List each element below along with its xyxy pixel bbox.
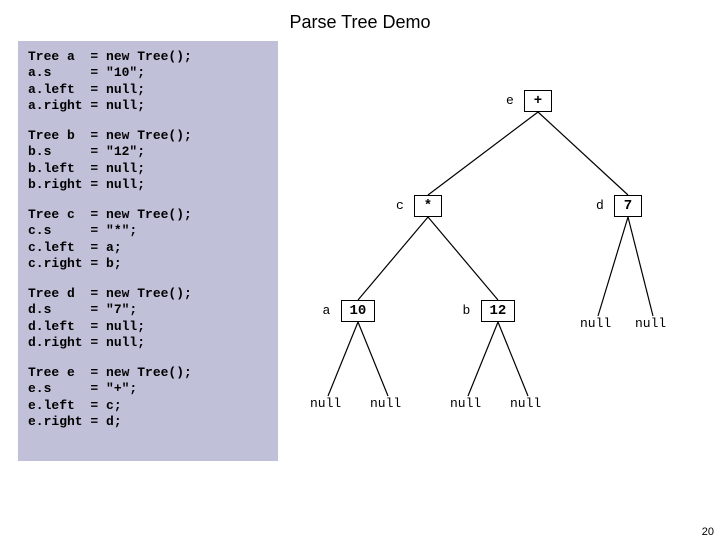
tree-node-label-a: a [323,303,331,318]
tree-node-b: 12 [481,300,516,322]
code-block-c: Tree c = new Tree(); c.s = "*"; c.left =… [28,207,268,272]
tree-node-e: + [524,90,552,112]
code-block-e: Tree e = new Tree(); e.s = "+"; e.left =… [28,365,268,430]
null-leaf: null [510,396,541,411]
null-leaf: null [580,316,611,331]
content-area: Tree a = new Tree(); a.s = "10"; a.left … [0,41,720,461]
code-panel: Tree a = new Tree(); a.s = "10"; a.left … [18,41,278,461]
tree-node-a: 10 [341,300,376,322]
page-number: 20 [702,526,714,538]
null-leaf: null [635,316,666,331]
code-block-d: Tree d = new Tree(); d.s = "7"; d.left =… [28,286,268,351]
null-leaf: null [370,396,401,411]
tree-node-label-e: e [506,93,514,108]
code-block-b: Tree b = new Tree(); b.s = "12"; b.left … [28,128,268,193]
tree-edges [278,41,702,461]
tree-diagram: + e * c 7d 10 a 12 b null null null null null null [278,41,702,461]
tree-node-label-d: d [596,198,604,213]
tree-node-d: 7 [614,195,642,217]
tree-node-label-b: b [463,303,471,318]
null-leaf: null [450,396,481,411]
tree-node-c: * [414,195,442,217]
null-leaf: null [310,396,341,411]
page-title: Parse Tree Demo [0,0,720,41]
code-block-a: Tree a = new Tree(); a.s = "10"; a.left … [28,49,268,114]
tree-node-label-c: c [396,198,404,213]
